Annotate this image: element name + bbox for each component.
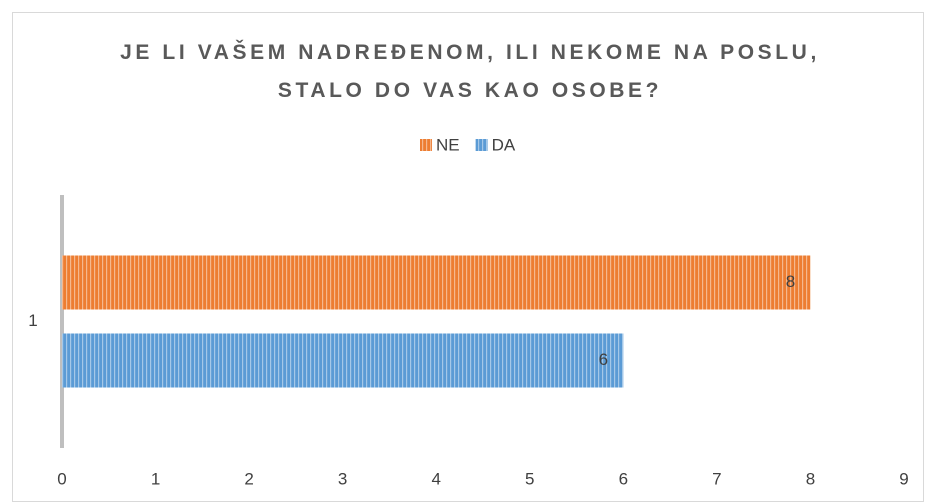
x-tick-label: 1 — [151, 469, 160, 488]
legend-label: DA — [492, 135, 516, 154]
data-label: 8 — [786, 272, 795, 291]
legend-swatch — [475, 139, 488, 151]
legend-label: NE — [436, 135, 460, 154]
x-tick-label: 8 — [806, 469, 815, 488]
x-tick-label: 9 — [899, 469, 908, 488]
data-label: 6 — [599, 350, 608, 369]
x-tick-label: 3 — [338, 469, 347, 488]
bar — [62, 333, 624, 388]
x-tick-label: 2 — [244, 469, 253, 488]
x-tick-label: 0 — [57, 469, 66, 488]
legend-swatch — [420, 139, 432, 151]
x-tick-label: 6 — [619, 469, 628, 488]
x-tick-label: 5 — [525, 469, 534, 488]
x-tick-label: 4 — [431, 469, 440, 488]
x-tick-label: 7 — [712, 469, 721, 488]
y-tick-label: 1 — [28, 311, 37, 330]
bar — [62, 255, 811, 310]
chart-title: JE LI VAŠEM NADREĐENOM, ILI NEKOME NA PO… — [120, 41, 820, 102]
